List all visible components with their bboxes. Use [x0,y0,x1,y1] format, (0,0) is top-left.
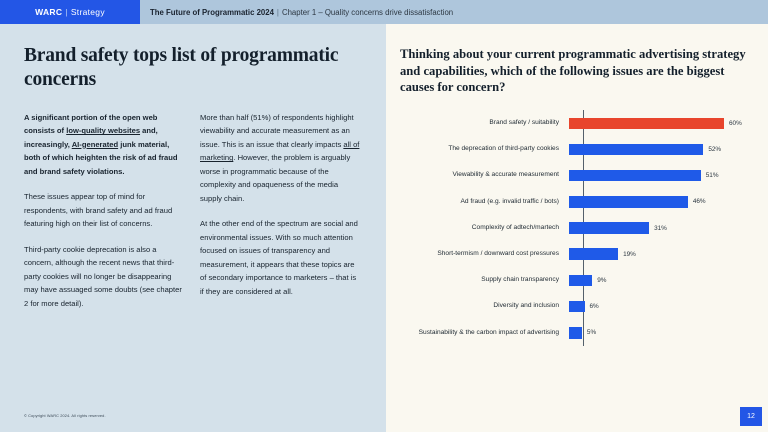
chart-category-label: Diversity and inclusion [493,302,559,310]
report-title: The Future of Programmatic 2024 [150,7,274,17]
para-text: and, increasingly, [24,126,158,149]
copyright-notice: © Copyright WARC 2024. All rights reserv… [24,413,106,418]
header-title-bar: The Future of Programmatic 2024 | Chapter … [140,0,768,24]
chart-category-label: Supply chain transparency [481,276,559,284]
chart-rows: Brand safety / suitability 60% The depreca… [400,110,768,346]
chart-bar-wrapper: 46% [569,196,768,208]
chart-row: Short-termism / downward cost pressures 1… [400,241,768,267]
warc-logo[interactable]: WARC | Strategy [0,0,140,24]
chart-bar [569,300,585,313]
brand-product: Strategy [70,7,105,17]
chart-row: The deprecation of third-party cookies 52… [400,136,768,162]
chart-category-label: Complexity of adtech/martech [471,223,559,231]
text-column-2: More than half (51%) of respondents high… [200,111,360,311]
chart-bar-value: 46% [692,198,706,206]
paragraph-2-2: At the other end of the spectrum are soc… [200,219,358,296]
chart-bar [569,327,582,339]
chart-bar [569,222,650,234]
bar-chart: Brand safety / suitability 60% The depreca… [386,110,768,346]
brand-separator: | [65,7,68,17]
header-breadcrumb: The Future of Programmatic 2024 | Chapter … [150,8,453,17]
right-chart-panel: Thinking about your current programmatic… [386,24,768,432]
chart-bar-value: 5% [586,329,597,337]
chart-row: Ad fraud (e.g. invalid traffic / bots) 46… [400,189,768,215]
page-title: Brand safety tops list of programmatic c… [24,45,339,90]
para-text: junk material, both of which heighten th… [24,139,178,176]
chart-bar [569,248,619,260]
para-text: A significant portion of the open web co… [24,112,158,136]
link-all-of-marketing[interactable]: all of marketing [200,139,360,163]
brand-name: WARC [35,7,63,17]
chart-bar-wrapper: 52% [569,143,768,156]
chart-category-label: Viewability & accurate measurement [452,171,559,179]
page-number-badge: 12 [740,407,762,426]
para-text: More than half (51%) of respondents high… [200,112,354,149]
chapter-label: Chapter 1 – Quality concerns drive dissa… [281,7,454,17]
left-panel-inner: Brand safety tops list of programmatic c… [0,24,386,310]
chart-bar-value: 6% [589,303,599,311]
chart-category-label: Brand safety / suitability [489,119,559,127]
chart-question-title: Thinking about your current programmatic… [400,47,746,95]
chart-bar-value: 60% [729,119,742,127]
paragraph-2-1: More than half (51%) of respondents high… [200,111,360,206]
paragraph-1-2: These issues appear top of mind for resp… [24,192,173,229]
chart-bar-wrapper: 19% [569,248,768,260]
chart-bar-wrapper: 5% [569,327,768,339]
page-header: WARC | Strategy The Future of Programmatic… [0,0,768,24]
chart-bar-value: 31% [654,224,667,232]
chart-category-label: Short-termism / downward cost pressures [437,249,559,257]
paragraph-1-3: Third-party cookie deprecation is also a… [24,244,182,308]
chart-row: Supply chain transparency 9% [400,267,768,293]
link-low-quality-websites[interactable]: low-quality websites [66,126,141,136]
chart-bar [569,274,593,287]
brand-text: WARC | Strategy [35,7,105,17]
chart-row: Sustainability & the carbon impact of ad… [400,320,768,346]
paragraph-1-1: A significant portion of the open web co… [24,111,184,179]
link-ai-generated[interactable]: AI-generated [71,139,119,149]
chart-bar [569,196,688,208]
chart-bar-value: 52% [708,145,722,153]
chart-bar-value: 51% [705,172,719,180]
chart-bar-wrapper: 9% [569,274,768,287]
left-content-panel: Brand safety tops list of programmatic c… [0,24,386,432]
chart-bar-value: 19% [623,250,636,258]
chart-bar [569,169,701,182]
chart-bar [569,117,724,130]
chart-bar-wrapper: 51% [569,169,768,182]
chart-bar-value: 9% [597,276,607,284]
chart-row: Brand safety / suitability 60% [400,110,768,136]
text-columns: A significant portion of the open web co… [24,111,364,311]
text-column-1: A significant portion of the open web co… [24,111,184,311]
chart-bar-wrapper: 6% [569,300,768,313]
chart-category-label: Sustainability & the carbon impact of ad… [418,328,559,336]
chart-bar-wrapper: 60% [569,117,768,130]
chart-bar-wrapper: 31% [569,222,768,234]
chart-row: Diversity and inclusion 6% [400,294,768,320]
header-separator: | [276,7,279,17]
para-text: . However, the problem is arguably worse… [200,153,351,203]
chart-row: Viewability & accurate measurement 51% [400,163,768,189]
chart-row: Complexity of adtech/martech 31% [400,215,768,241]
chart-category-label: Ad fraud (e.g. invalid traffic / bots) [460,197,559,205]
chart-category-label: The deprecation of third-party cookies [448,145,559,153]
chart-bar [569,143,704,156]
